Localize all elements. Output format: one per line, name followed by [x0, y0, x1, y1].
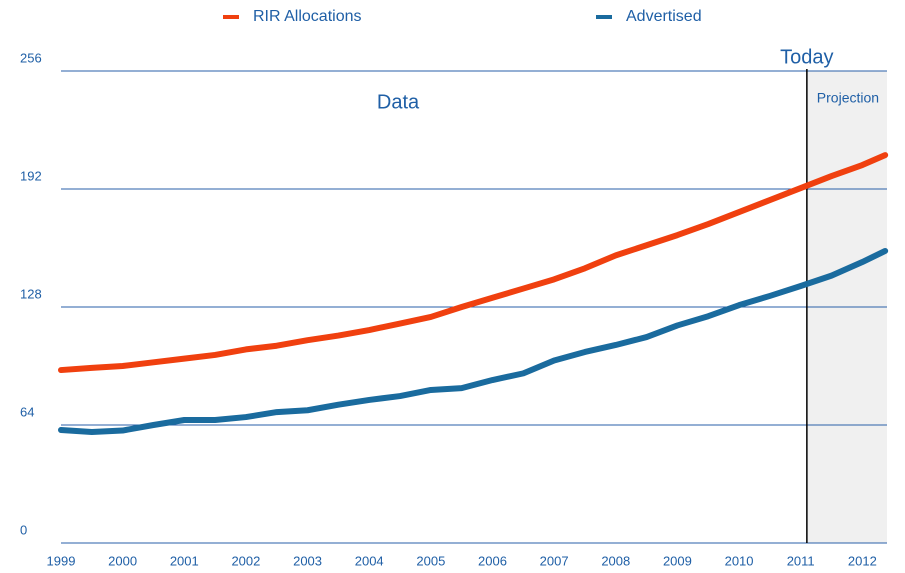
y-tick-label: 64 — [20, 404, 34, 419]
x-tick-label: 1999 — [47, 553, 76, 568]
x-tick-label: 2004 — [355, 553, 384, 568]
legend-label: RIR Allocations — [253, 8, 362, 25]
x-tick-label: 2012 — [848, 553, 877, 568]
y-tick-label: 128 — [20, 286, 42, 301]
y-tick-label: 192 — [20, 168, 42, 183]
x-tick-label: 2005 — [416, 553, 445, 568]
x-tick-label: 2007 — [540, 553, 569, 568]
series-line — [58, 152, 889, 374]
y-tick-label: 256 — [20, 50, 42, 65]
x-tick-label: 2011 — [787, 553, 815, 568]
x-tick-label: 2008 — [601, 553, 630, 568]
today-label: Today — [780, 46, 833, 68]
x-tick-label: 2003 — [293, 553, 322, 568]
projection-label: Projection — [817, 90, 879, 106]
legend-label: Advertised — [626, 8, 702, 25]
x-tick-label: 2002 — [231, 553, 260, 568]
y-tick-label: 0 — [20, 522, 27, 537]
x-tick-label: 2000 — [108, 553, 137, 568]
x-tick-label: 2009 — [663, 553, 692, 568]
x-tick-label: 2001 — [170, 553, 199, 568]
data-label: Data — [377, 91, 420, 113]
series-line — [58, 247, 889, 436]
x-tick-label: 2010 — [725, 553, 754, 568]
x-tick-label: 2006 — [478, 553, 507, 568]
